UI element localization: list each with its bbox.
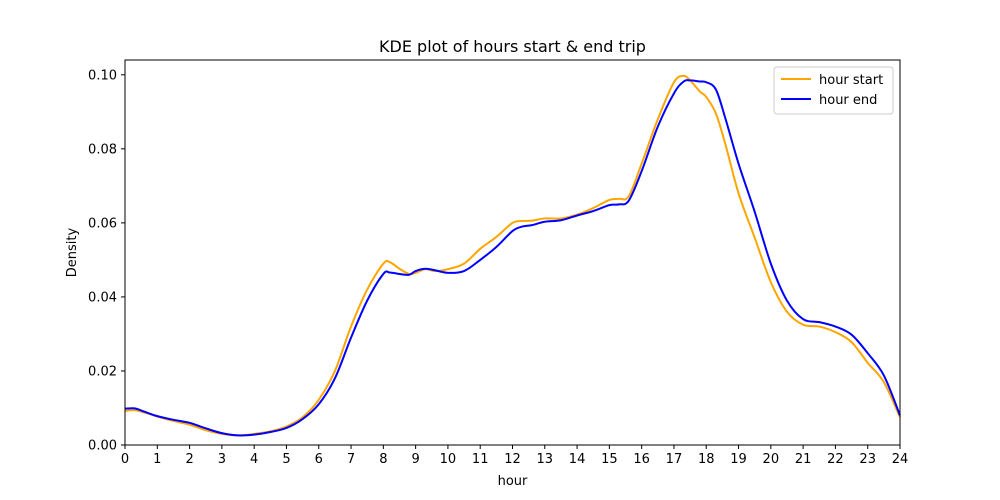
- x-tick-label: 6: [315, 452, 323, 467]
- y-tick-label: 0.10: [88, 68, 117, 83]
- x-tick-label: 2: [185, 452, 193, 467]
- x-tick-label: 13: [537, 452, 554, 467]
- x-tick-label: 18: [698, 452, 715, 467]
- y-axis-ticks: 0.00 0.02 0.04 0.06 0.08 0.10: [88, 68, 125, 454]
- y-tick-label: 0.06: [88, 216, 117, 231]
- x-tick-label: 22: [827, 452, 844, 467]
- x-tick-label: 14: [569, 452, 586, 467]
- x-tick-label: 15: [601, 452, 618, 467]
- series-line-hour-end: [124, 79, 901, 437]
- x-axis-label: hour: [498, 474, 528, 489]
- x-tick-label: 0: [121, 452, 129, 467]
- y-tick-label: 0.08: [88, 142, 117, 157]
- x-tick-label: 20: [763, 452, 780, 467]
- x-tick-label: 5: [282, 452, 290, 467]
- x-tick-label: 7: [347, 452, 355, 467]
- x-tick-label: 9: [411, 452, 419, 467]
- y-tick-label: 0.00: [88, 439, 117, 454]
- x-tick-label: 23: [859, 452, 876, 467]
- x-tick-label: 17: [666, 452, 683, 467]
- series-line-hour-start: [124, 74, 901, 437]
- axes-frame: [124, 59, 901, 446]
- y-tick-label: 0.02: [88, 364, 117, 379]
- x-tick-label: 8: [379, 452, 387, 467]
- chart-title: KDE plot of hours start & end trip: [379, 37, 646, 56]
- x-axis-ticks: 0 1 2 3 4 5 6 7 8 9 10 11 12 13 14 15 16 17 18 19 20 21 22 23 24: [121, 445, 908, 467]
- x-tick-label: 1: [153, 452, 161, 467]
- x-tick-label: 10: [440, 452, 457, 467]
- x-tick-label: 21: [795, 452, 812, 467]
- legend-label-hour-end: hour end: [819, 93, 877, 108]
- x-tick-label: 16: [633, 452, 650, 467]
- x-tick-label: 19: [730, 452, 747, 467]
- x-tick-label: 24: [892, 452, 909, 467]
- y-axis-label: Density: [65, 227, 80, 277]
- legend: hour start hour end: [773, 66, 894, 115]
- x-tick-label: 3: [218, 452, 226, 467]
- y-tick-label: 0.04: [88, 290, 117, 305]
- x-tick-label: 11: [472, 452, 489, 467]
- x-tick-label: 4: [250, 452, 258, 467]
- legend-label-hour-start: hour start: [819, 73, 883, 88]
- x-tick-label: 12: [504, 452, 521, 467]
- plot-area: [124, 74, 901, 437]
